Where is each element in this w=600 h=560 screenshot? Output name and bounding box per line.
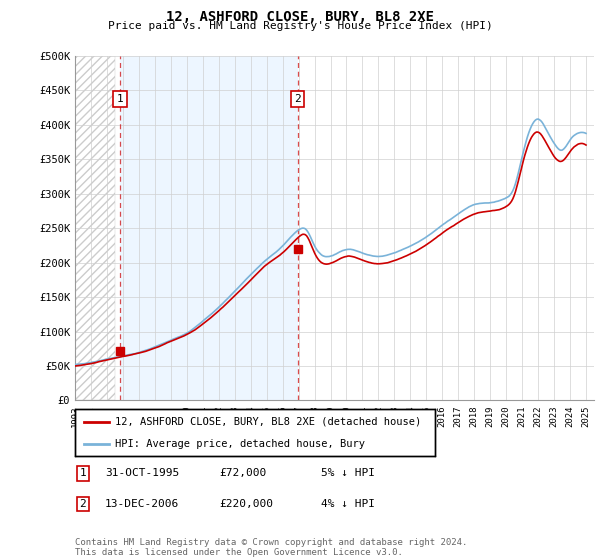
Text: 12, ASHFORD CLOSE, BURY, BL8 2XE (detached house): 12, ASHFORD CLOSE, BURY, BL8 2XE (detach… bbox=[115, 417, 421, 427]
Text: 31-OCT-1995: 31-OCT-1995 bbox=[105, 468, 179, 478]
Text: 12, ASHFORD CLOSE, BURY, BL8 2XE: 12, ASHFORD CLOSE, BURY, BL8 2XE bbox=[166, 10, 434, 24]
Text: 2: 2 bbox=[295, 94, 301, 104]
Text: 13-DEC-2006: 13-DEC-2006 bbox=[105, 499, 179, 509]
Text: 1: 1 bbox=[79, 468, 86, 478]
Text: £72,000: £72,000 bbox=[219, 468, 266, 478]
Bar bbox=[120, 56, 298, 400]
Text: Price paid vs. HM Land Registry's House Price Index (HPI): Price paid vs. HM Land Registry's House … bbox=[107, 21, 493, 31]
Bar bbox=[75, 56, 115, 400]
Text: 5% ↓ HPI: 5% ↓ HPI bbox=[321, 468, 375, 478]
Text: £220,000: £220,000 bbox=[219, 499, 273, 509]
Text: HPI: Average price, detached house, Bury: HPI: Average price, detached house, Bury bbox=[115, 438, 365, 449]
Text: 1: 1 bbox=[117, 94, 124, 104]
Text: 4% ↓ HPI: 4% ↓ HPI bbox=[321, 499, 375, 509]
Text: 2: 2 bbox=[79, 499, 86, 509]
Text: Contains HM Land Registry data © Crown copyright and database right 2024.
This d: Contains HM Land Registry data © Crown c… bbox=[75, 538, 467, 557]
